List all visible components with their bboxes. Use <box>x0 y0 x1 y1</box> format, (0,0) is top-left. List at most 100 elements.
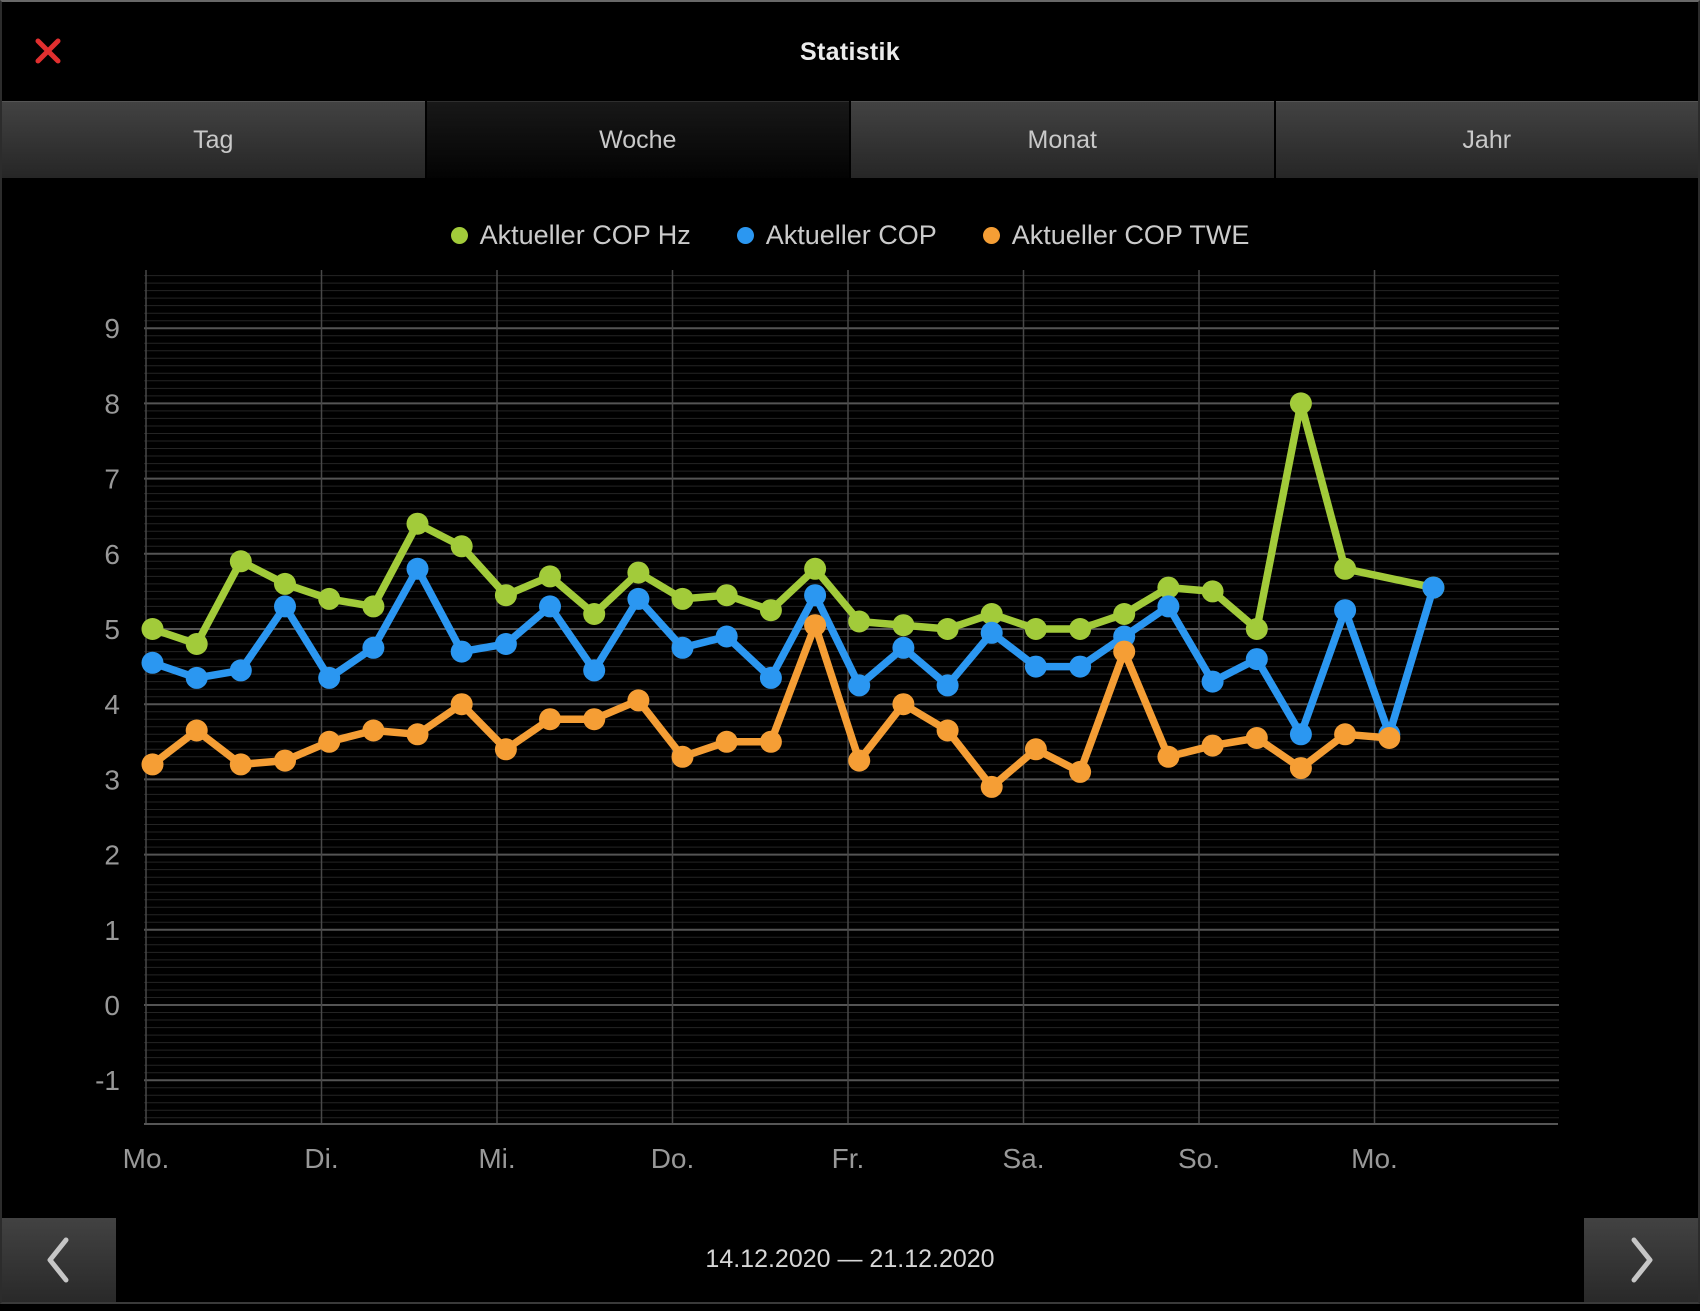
y-tick-label: 6 <box>104 539 120 570</box>
y-tick-label: 3 <box>104 764 120 795</box>
data-point <box>1113 603 1135 625</box>
x-day-label: Di. <box>304 1143 338 1174</box>
data-point <box>186 633 208 655</box>
data-point <box>318 667 340 689</box>
data-point <box>1246 618 1268 640</box>
x-day-label: Mo. <box>123 1143 170 1174</box>
x-day-label: So. <box>1178 1143 1220 1174</box>
data-point <box>804 614 826 636</box>
data-point <box>583 603 605 625</box>
data-point <box>230 753 252 775</box>
data-point <box>1290 723 1312 745</box>
data-point <box>1334 599 1356 621</box>
data-point <box>451 535 473 557</box>
data-point <box>1246 727 1268 749</box>
data-point <box>230 659 252 681</box>
data-point <box>451 693 473 715</box>
data-point <box>627 588 649 610</box>
data-point <box>1422 577 1444 599</box>
data-point <box>274 573 296 595</box>
data-point <box>362 720 384 742</box>
data-point <box>716 626 738 648</box>
data-point <box>451 641 473 663</box>
data-point <box>362 637 384 659</box>
data-point <box>1290 392 1312 414</box>
data-point <box>407 723 429 745</box>
data-point <box>760 599 782 621</box>
data-point <box>583 659 605 681</box>
y-tick-label: 2 <box>104 840 120 871</box>
data-point <box>937 720 959 742</box>
data-point <box>760 667 782 689</box>
date-range-label: 14.12.2020 — 21.12.2020 <box>2 1245 1698 1274</box>
y-tick-label: 9 <box>104 313 120 344</box>
y-tick-label: -1 <box>95 1065 120 1096</box>
data-point <box>1025 738 1047 760</box>
data-point <box>1246 648 1268 670</box>
data-point <box>186 667 208 689</box>
data-point <box>1157 746 1179 768</box>
data-point <box>539 565 561 587</box>
data-point <box>318 731 340 753</box>
data-point <box>937 674 959 696</box>
y-tick-label: 7 <box>104 464 120 495</box>
chevron-right-icon <box>1619 1231 1663 1289</box>
data-point <box>1025 618 1047 640</box>
data-point <box>1378 727 1400 749</box>
data-point <box>716 584 738 606</box>
data-point <box>716 731 738 753</box>
data-point <box>1202 735 1224 757</box>
data-point <box>892 693 914 715</box>
data-point <box>539 595 561 617</box>
y-tick-label: 5 <box>104 614 120 645</box>
x-day-label: Sa. <box>1002 1143 1044 1174</box>
data-point <box>407 558 429 580</box>
data-point <box>627 689 649 711</box>
data-point <box>848 750 870 772</box>
data-point <box>981 603 1003 625</box>
data-point <box>1334 723 1356 745</box>
data-point <box>1069 618 1091 640</box>
data-point <box>892 637 914 659</box>
data-point <box>186 720 208 742</box>
next-week-button[interactable] <box>1584 1218 1698 1302</box>
data-point <box>848 674 870 696</box>
data-point <box>318 588 340 610</box>
data-point <box>362 595 384 617</box>
data-point <box>1113 641 1135 663</box>
data-point <box>937 618 959 640</box>
data-point <box>1290 757 1312 779</box>
series-line-aktueller-cop-twe <box>153 625 1390 787</box>
x-day-label: Mo. <box>1351 1143 1398 1174</box>
x-day-label: Fr. <box>832 1143 865 1174</box>
y-tick-label: 1 <box>104 915 120 946</box>
data-point <box>1157 595 1179 617</box>
data-point <box>892 614 914 636</box>
data-point <box>539 708 561 730</box>
y-tick-label: 0 <box>104 990 120 1021</box>
data-point <box>804 558 826 580</box>
x-day-label: Do. <box>651 1143 695 1174</box>
data-point <box>1334 558 1356 580</box>
y-tick-label: 8 <box>104 388 120 419</box>
data-point <box>1069 656 1091 678</box>
data-point <box>230 550 252 572</box>
data-point <box>495 738 517 760</box>
data-point <box>804 584 826 606</box>
data-point <box>142 753 164 775</box>
x-day-label: Mi. <box>478 1143 515 1174</box>
data-point <box>672 588 694 610</box>
data-point <box>1202 671 1224 693</box>
data-point <box>627 562 649 584</box>
data-point <box>1025 656 1047 678</box>
data-point <box>672 637 694 659</box>
y-tick-labels: 9 8 7 6 5 4 3 2 1 0 -1 <box>95 313 120 1096</box>
data-point <box>981 776 1003 798</box>
data-point <box>1202 580 1224 602</box>
y-tick-label: 4 <box>104 689 120 720</box>
data-point <box>142 652 164 674</box>
minor-gridlines <box>144 276 1559 1118</box>
